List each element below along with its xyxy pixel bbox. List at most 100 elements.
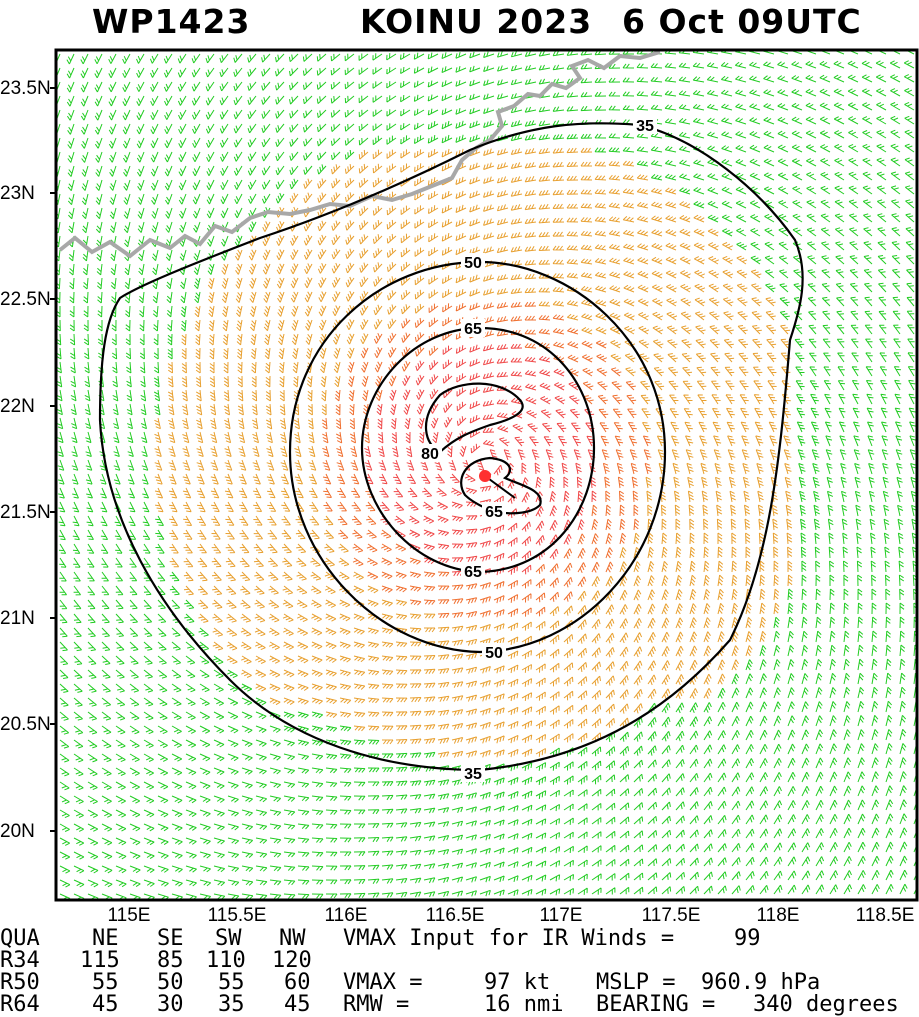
- wind-barb: [862, 185, 873, 195]
- wind-barb: [325, 823, 338, 829]
- wind-barb: [339, 627, 351, 636]
- wind-barb: [171, 627, 181, 637]
- wind-barb: [280, 431, 287, 444]
- wind-barb: [894, 379, 902, 391]
- wind-barb: [185, 767, 197, 776]
- wind-barb: [168, 459, 177, 471]
- wind-barb: [890, 157, 901, 167]
- wind-barb: [254, 599, 265, 609]
- wind-barb: [905, 213, 915, 223]
- wind-barb: [848, 185, 859, 195]
- wind-barb: [689, 702, 699, 713]
- wind-barb: [223, 403, 230, 416]
- wind-barb: [129, 809, 141, 818]
- wind-barb: [800, 518, 807, 531]
- wind-barb: [339, 669, 351, 677]
- wind-barb: [857, 700, 865, 713]
- wind-barb: [679, 201, 691, 209]
- wind-barb: [234, 249, 243, 261]
- wind-barb: [72, 501, 80, 513]
- wind-barb: [796, 421, 806, 433]
- wind-barb: [905, 227, 915, 237]
- wind-barb: [851, 338, 859, 349]
- wind-barb: [717, 786, 727, 797]
- wind-barb: [196, 417, 203, 430]
- wind-barb: [507, 537, 518, 547]
- wind-barb: [669, 408, 679, 419]
- wind-barb: [479, 499, 492, 506]
- wind-barb: [674, 490, 681, 503]
- wind-barb: [199, 809, 211, 817]
- wind-barb: [275, 151, 285, 162]
- wind-barb: [703, 546, 709, 559]
- wind-barb: [137, 221, 145, 233]
- wind-barb: [664, 62, 677, 69]
- wind-barb: [661, 646, 670, 657]
- wind-barb: [757, 490, 764, 503]
- wind-barb: [101, 655, 111, 665]
- wind-barb: [164, 165, 173, 177]
- wind-barb: [737, 297, 748, 307]
- wind-barb: [586, 435, 595, 447]
- wind-barb: [205, 81, 215, 92]
- wind-barb: [269, 725, 281, 733]
- wind-barb: [251, 403, 258, 416]
- wind-barb: [899, 869, 908, 881]
- wind-barb: [510, 301, 523, 308]
- wind-barb: [703, 574, 710, 587]
- wind-barb: [841, 504, 848, 517]
- wind-barb: [443, 416, 453, 428]
- wind-barb: [763, 172, 775, 181]
- wind-barb: [850, 324, 859, 335]
- wind-barb: [717, 687, 726, 699]
- wind-barb: [801, 701, 809, 713]
- lat-label-22n: 22N: [0, 396, 35, 417]
- wind-barb: [283, 683, 295, 692]
- wind-barb: [443, 402, 453, 413]
- wind-barb: [777, 89, 789, 97]
- wind-barb: [253, 543, 264, 554]
- wind-barb: [195, 389, 202, 402]
- wind-barb: [252, 459, 261, 471]
- wind-barb: [157, 641, 167, 651]
- wind-barb: [247, 95, 257, 106]
- wind-barb: [731, 786, 741, 797]
- wind-barb: [720, 75, 733, 83]
- wind-barb: [309, 501, 319, 512]
- wind-barb: [367, 850, 380, 856]
- wind-barb: [521, 776, 533, 785]
- wind-barb: [580, 175, 593, 181]
- wind-barb: [552, 231, 565, 237]
- wind-barb: [297, 697, 309, 705]
- wind-barb: [548, 462, 555, 475]
- wind-barb: [406, 459, 415, 471]
- wind-barb: [81, 151, 89, 163]
- wind-barb: [297, 893, 310, 899]
- wind-barb: [591, 704, 602, 715]
- wind-barb: [772, 532, 779, 545]
- wind-barb: [787, 884, 797, 895]
- wind-barb: [207, 235, 215, 247]
- wind-barb: [731, 800, 741, 811]
- wind-barb: [418, 431, 425, 444]
- wind-barb: [892, 282, 901, 293]
- wind-barb: [222, 305, 229, 318]
- wind-barb: [331, 178, 341, 189]
- wind-barb: [731, 814, 741, 825]
- wind-barb: [252, 431, 259, 444]
- wind-barb: [154, 487, 164, 499]
- wind-barb: [115, 753, 126, 763]
- wind-barb: [112, 389, 119, 402]
- wind-barb: [451, 543, 464, 549]
- wind-barb: [749, 61, 761, 69]
- wind-barb: [695, 325, 706, 335]
- wind-barb: [694, 283, 706, 293]
- wind-barb: [220, 165, 229, 176]
- wind-barb: [154, 445, 162, 457]
- wind-barb: [353, 879, 366, 885]
- wind-barb: [619, 660, 629, 672]
- wind-barb: [395, 585, 407, 593]
- wind-barb: [885, 771, 893, 783]
- wind-barb: [225, 543, 236, 554]
- wind-barb: [167, 347, 173, 360]
